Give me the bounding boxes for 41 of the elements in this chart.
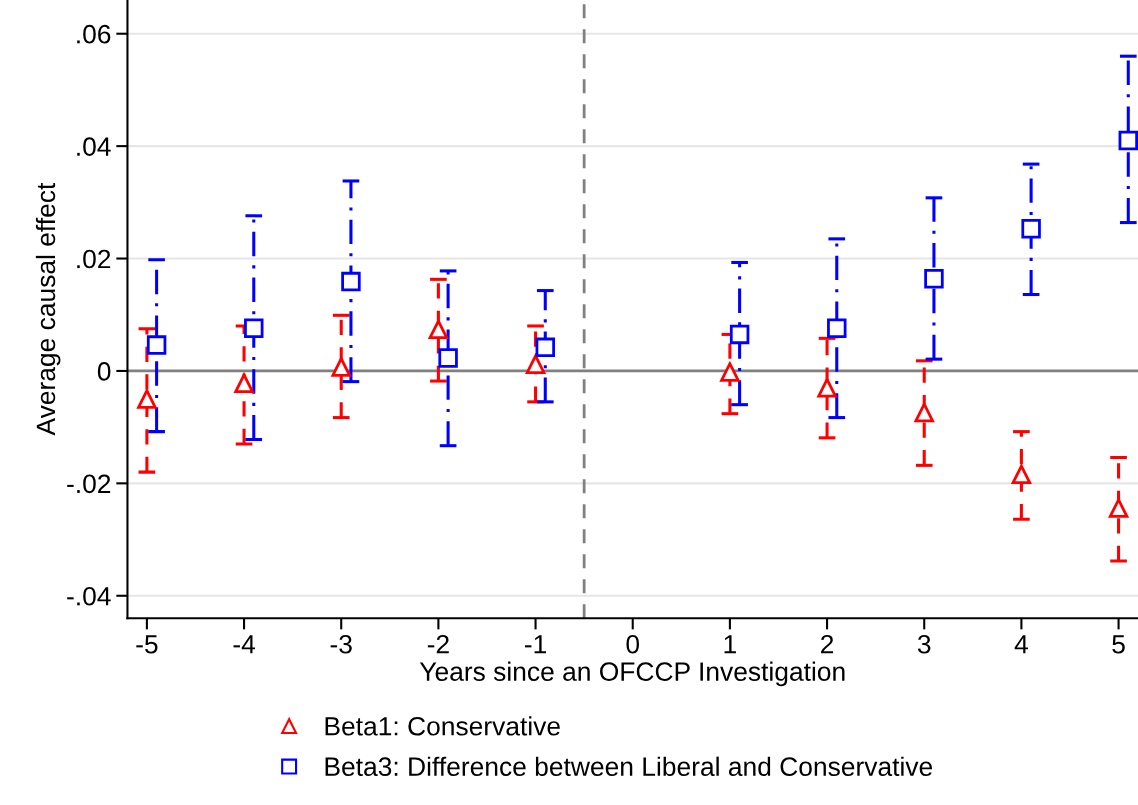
legend-label: Beta1: Conservative: [325, 716, 560, 736]
point: [428, 319, 449, 340]
x-tick-label: 3: [917, 634, 931, 654]
y-tick-label: .02: [77, 249, 111, 269]
point: [914, 402, 934, 423]
x-tick-label: -1: [525, 635, 547, 654]
point: [525, 354, 546, 374]
y-tick-label: 0: [97, 362, 111, 381]
point: [438, 348, 458, 368]
point: [729, 324, 750, 345]
point: [817, 378, 837, 398]
point: [1118, 130, 1138, 151]
y-tick-label: .06: [77, 24, 111, 44]
x-tick-label: -2: [427, 634, 449, 654]
point: [720, 362, 740, 382]
point: [234, 373, 254, 394]
legend-label: Beta3: Difference between Liberal and Conservative: [325, 756, 933, 777]
y-tick-label: .04: [77, 137, 111, 156]
point: [341, 271, 361, 292]
point: [331, 357, 351, 377]
x-tick-label: -5: [136, 635, 158, 654]
x-tick-label: -3: [330, 634, 352, 654]
point: [924, 269, 944, 289]
point: [1011, 464, 1032, 485]
point: [137, 389, 157, 409]
point: [1108, 498, 1129, 518]
y-tick-label: -.02: [67, 474, 111, 494]
x-axis-title: Years since an OFCCP Investigation: [419, 661, 845, 687]
x-tick-label: 2: [821, 634, 834, 654]
point: [1021, 219, 1041, 239]
x-tick-label: 1: [724, 635, 736, 654]
x-tick-label: 5: [1112, 635, 1125, 654]
x-tick-label: 4: [1014, 635, 1028, 654]
y-axis-title: Average causal effect: [35, 182, 61, 436]
point: [827, 318, 847, 338]
y-tick-label: -.04: [67, 586, 111, 606]
point: [535, 337, 555, 358]
point: [146, 335, 167, 355]
x-tick-label: -4: [233, 635, 256, 654]
point: [244, 318, 264, 338]
x-tick-label: 0: [626, 634, 640, 654]
